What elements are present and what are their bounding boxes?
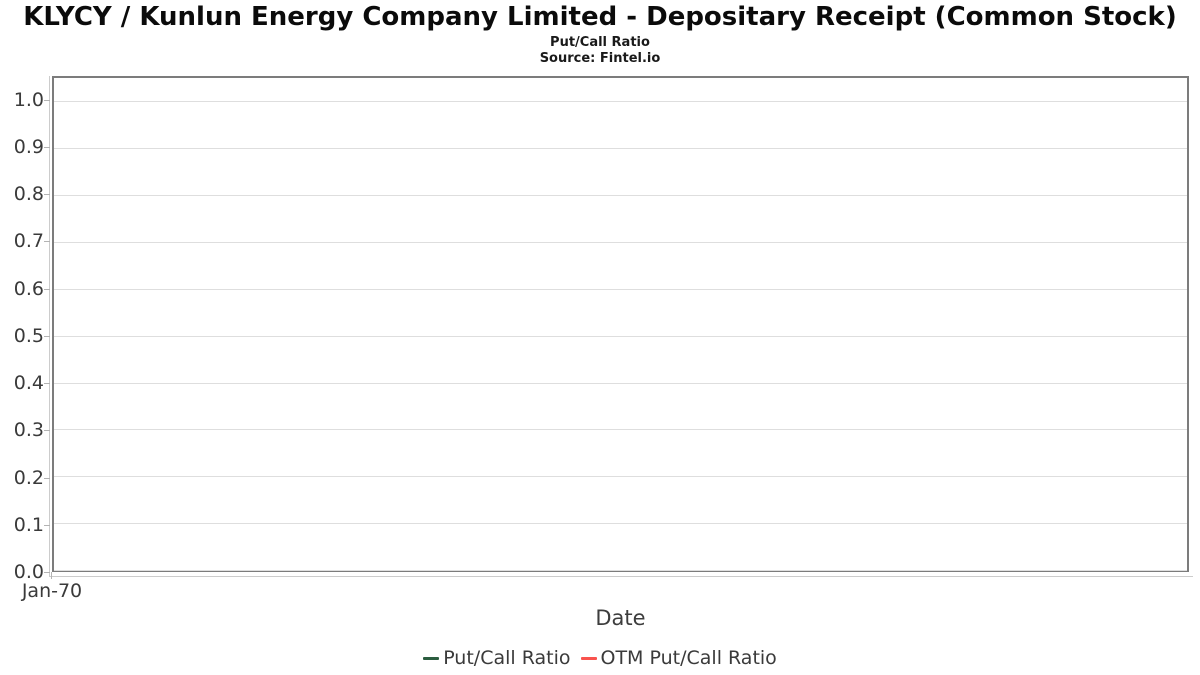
x-axis-title: Date: [595, 606, 646, 630]
y-tick-mark-0.8: [44, 194, 50, 195]
y-tick-label-1.0: 1.0: [13, 88, 44, 111]
gridline-0.7: [54, 242, 1187, 243]
y-tick-label-0.0: 0.0: [13, 561, 44, 583]
legend: Put/Call Ratio OTM Put/Call Ratio: [0, 647, 1200, 669]
y-axis: 1.0 0.9 0.8 0.7 0.6 0.5 0.4 0.3 0.2 0.1 0.0: [0, 76, 44, 583]
y-tick-mark-1.0: [44, 100, 50, 101]
y-tick-label-0.8: 0.8: [13, 183, 44, 206]
chart-title: KLYCY / Kunlun Energy Company Limited - …: [23, 2, 1177, 32]
y-tick-label-0.5: 0.5: [13, 324, 44, 347]
y-tick-label-0.7: 0.7: [13, 230, 44, 253]
y-tick-mark-0.4: [44, 383, 50, 384]
y-tick-mark-0.1: [44, 525, 50, 526]
y-tick-label-0.2: 0.2: [13, 466, 44, 489]
gridline-0.6: [54, 288, 1187, 290]
legend-label: OTM Put/Call Ratio: [600, 647, 777, 669]
y-axis-line: [49, 76, 50, 577]
x-tick-label: Jan-70: [21, 580, 83, 602]
gridline-1.0: [54, 101, 1187, 103]
y-tick-mark-0.2: [44, 478, 50, 479]
plot-area: [52, 76, 1189, 572]
gridline-0.9: [54, 148, 1187, 150]
gridline-0.4: [54, 382, 1187, 384]
legend-line-icon: [580, 656, 597, 660]
x-tick-mark: [51, 572, 52, 579]
gridline-0.5: [54, 335, 1187, 337]
y-tick-label-0.6: 0.6: [13, 277, 44, 300]
y-tick-mark-0.5: [44, 336, 50, 337]
y-tick-label-0.4: 0.4: [13, 372, 44, 395]
legend-item-1: OTM Put/Call Ratio: [580, 647, 777, 669]
chart-subtitle: Put/Call Ratio: [550, 35, 650, 50]
y-tick-mark-0.3: [44, 430, 50, 431]
gridline-0.2: [54, 476, 1187, 478]
y-tick-mark-0.6: [44, 289, 50, 290]
gridline-0.1: [54, 523, 1187, 525]
y-tick-label-0.9: 0.9: [13, 135, 44, 158]
gridline-0.0: [54, 570, 1187, 571]
x-axis-line: [50, 576, 1193, 577]
legend-line-icon: [423, 656, 440, 660]
y-tick-mark-0.9: [44, 147, 50, 148]
y-tick-mark-0.7: [44, 241, 50, 242]
gridline-0.3: [54, 429, 1187, 431]
y-tick-label-0.1: 0.1: [13, 513, 44, 536]
y-tick-label-0.3: 0.3: [13, 419, 44, 442]
gridline-0.8: [54, 195, 1187, 197]
legend-item-0: Put/Call Ratio: [423, 647, 571, 669]
chart-source-label: Source: Fintel.io: [539, 51, 661, 66]
y-tick-mark-0.0: [44, 572, 50, 573]
legend-label: Put/Call Ratio: [443, 647, 571, 669]
